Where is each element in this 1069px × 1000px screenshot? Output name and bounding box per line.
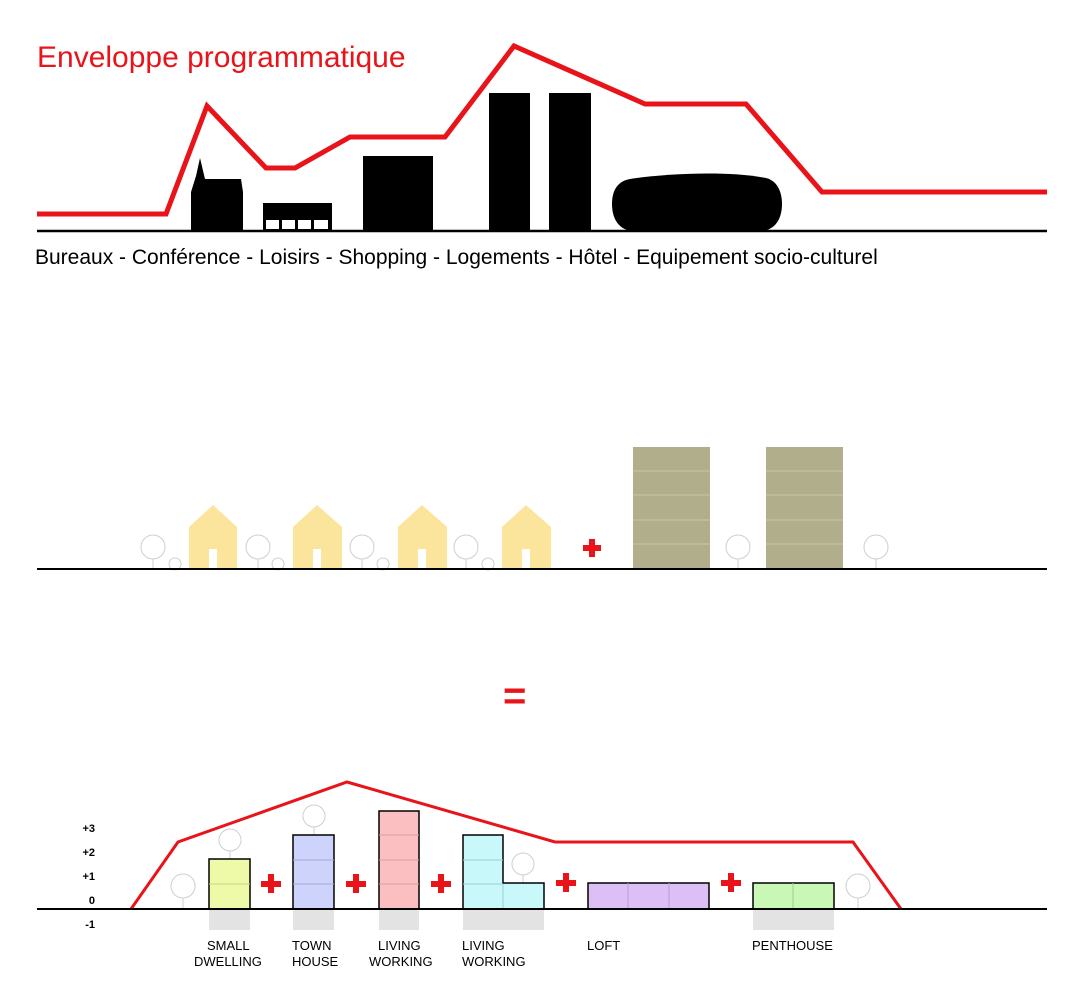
house <box>189 505 237 569</box>
tree <box>845 873 871 909</box>
tree <box>218 828 242 859</box>
tree <box>140 534 166 569</box>
church-building <box>191 158 243 231</box>
house <box>398 505 447 569</box>
tree <box>863 534 889 569</box>
typology-label-town-house: TOWN HOUSE <box>292 938 338 970</box>
equals-sign: = <box>503 674 527 718</box>
middle-section <box>37 447 1047 571</box>
top-section <box>37 42 1047 233</box>
tree <box>725 534 751 569</box>
tree <box>245 534 271 569</box>
typology-label-penthouse: PENTHOUSE <box>752 938 833 954</box>
socio-cultural-dome <box>612 173 782 231</box>
typology-penthouse <box>752 882 835 910</box>
typology-label-loft: LOFT <box>587 938 620 954</box>
tree <box>302 804 326 835</box>
plus-icon <box>583 539 601 557</box>
tree <box>453 534 479 569</box>
basement <box>463 909 544 930</box>
typology-label-line: LIVING <box>462 938 505 953</box>
typology-town-house <box>292 834 335 910</box>
typology-label-line: LOFT <box>587 938 621 953</box>
diagram-title: Enveloppe programmatique <box>37 41 406 74</box>
house <box>293 505 342 569</box>
typology-label-line: WORKING <box>369 954 433 969</box>
bottom-section <box>37 780 1047 930</box>
house <box>502 505 551 569</box>
basement <box>209 909 250 930</box>
level-label: 0 <box>88 895 95 907</box>
plus-icon <box>261 874 281 893</box>
basement <box>379 909 419 930</box>
tree <box>170 873 196 909</box>
typology-label-line: SMALL <box>207 938 250 953</box>
tree <box>349 534 375 569</box>
apartment-tower <box>633 447 710 569</box>
basement <box>293 909 334 930</box>
typology-small-dwelling <box>208 858 251 910</box>
typology-living-working-l-shape <box>462 834 545 910</box>
plus-icon <box>721 873 741 892</box>
typology-label-small-dwelling: SMALL DWELLING <box>194 938 262 970</box>
typology-label-line: TOWN <box>292 938 332 953</box>
housing-tower-left <box>489 93 530 231</box>
level-label: +1 <box>82 871 95 883</box>
typology-label-living-working-2: LIVING WORKING <box>462 938 526 970</box>
level-label: -1 <box>85 919 95 931</box>
typology-label-line: WORKING <box>462 954 526 969</box>
apartment-tower <box>766 447 843 569</box>
envelope-line-bottom <box>129 780 903 910</box>
plus-icon <box>556 873 576 892</box>
level-label: +3 <box>82 823 95 835</box>
typology-living-working-tower <box>378 810 420 910</box>
envelope-line-top <box>37 42 1047 217</box>
plus-icon <box>346 874 366 893</box>
tree <box>511 852 535 883</box>
typology-label-line: DWELLING <box>194 954 262 969</box>
typology-label-line: HOUSE <box>292 954 339 969</box>
plus-icon <box>431 874 451 893</box>
level-label: +2 <box>82 847 95 859</box>
typology-label-line: PENTHOUSE <box>752 938 833 953</box>
shopping-block <box>363 156 433 231</box>
housing-tower-right <box>549 93 591 231</box>
arcade-building <box>263 203 332 231</box>
typology-loft <box>587 882 710 910</box>
typology-label-living-working: LIVING WORKING <box>369 938 433 970</box>
typology-label-line: LIVING <box>378 938 421 953</box>
basement <box>753 909 834 930</box>
programme-list: Bureaux - Conférence - Loisirs - Shoppin… <box>35 246 878 269</box>
